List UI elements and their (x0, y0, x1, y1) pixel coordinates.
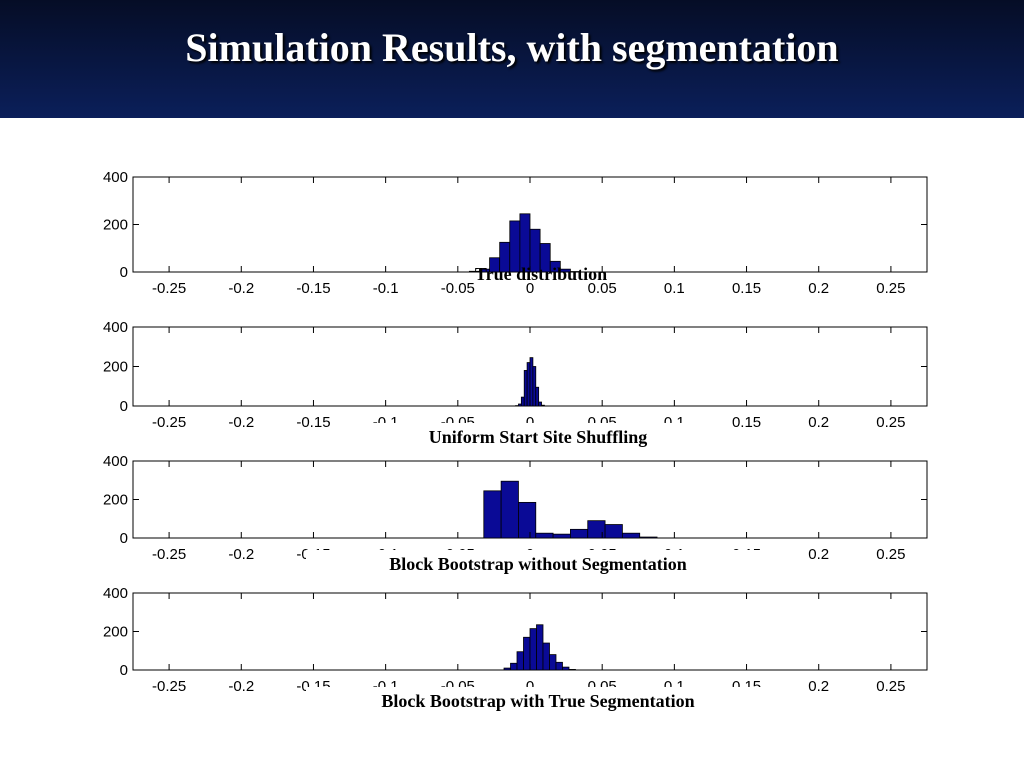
x-tick-label: 0 (526, 678, 534, 695)
y-tick-label: 400 (103, 169, 128, 186)
x-tick-label: 0.2 (808, 678, 829, 695)
y-tick-label: 400 (103, 319, 128, 336)
histogram-bar (552, 533, 571, 539)
histogram-bar (483, 490, 502, 539)
x-tick-label: -0.25 (152, 678, 186, 695)
x-tick-label: -0.2 (228, 280, 254, 297)
histogram-bar (570, 528, 589, 539)
y-tick-label: 400 (103, 585, 128, 602)
x-tick-label: 0.25 (876, 678, 905, 695)
x-tick-label: 0.25 (876, 546, 905, 563)
x-tick-label: 0.2 (808, 414, 829, 431)
x-tick-label: -0.15 (296, 414, 330, 431)
histogram-bar (529, 357, 534, 407)
panel-title: Block Bootstrap with True Segmentation (381, 691, 694, 711)
x-tick-label: 0.1 (664, 280, 685, 297)
x-tick-label: -0.2 (228, 678, 254, 695)
histogram-bar (503, 667, 511, 671)
y-tick-label: 400 (103, 453, 128, 470)
x-tick-label: 0.05 (588, 280, 617, 297)
x-tick-label: 0.2 (808, 280, 829, 297)
x-tick-label: 0.15 (732, 414, 761, 431)
histogram-bar (500, 480, 519, 539)
histogram-bar (549, 260, 561, 273)
histogram-bar (562, 666, 570, 671)
histogram-bar (538, 401, 542, 407)
x-tick-label: -0.2 (228, 546, 254, 563)
histogram-bar (542, 642, 550, 671)
x-tick-label: 0.2 (808, 546, 829, 563)
x-tick-label: 0 (526, 280, 534, 297)
y-tick-label: 0 (120, 264, 128, 281)
slide-title: Simulation Results, with segmentation (185, 25, 839, 70)
histogram-bar (523, 370, 528, 407)
x-tick-label: 0.25 (876, 280, 905, 297)
x-tick-label: 0.25 (876, 414, 905, 431)
histogram-bar (526, 362, 531, 407)
histogram-bar (639, 536, 658, 539)
panel-title: Block Bootstrap without Segmentation (389, 554, 687, 574)
histogram-bar (555, 661, 563, 671)
histogram-bar (529, 628, 537, 671)
histogram-bar (535, 532, 554, 539)
y-tick-label: 200 (103, 492, 128, 509)
histogram-bar (539, 243, 551, 273)
x-tick-label: 0 (526, 414, 534, 431)
histogram-bar (621, 532, 641, 539)
histogram-bar (518, 501, 537, 539)
histogram-bar (518, 403, 522, 407)
y-tick-label: 0 (120, 398, 128, 415)
histogram-bar (520, 396, 525, 407)
y-tick-label: 0 (120, 530, 128, 547)
histogram-bar (604, 524, 623, 539)
title-banner (0, 0, 1024, 118)
title-backing (306, 550, 770, 577)
x-tick-label: -0.05 (441, 280, 475, 297)
histogram-bar (510, 662, 518, 671)
y-tick-label: 200 (103, 359, 128, 376)
title-backing (366, 423, 710, 450)
histogram-bar (549, 654, 557, 671)
y-tick-label: 0 (120, 662, 128, 679)
panel-title: Uniform Start Site Shuffling (429, 427, 648, 447)
x-tick-label: -0.25 (152, 546, 186, 563)
y-tick-label: 200 (103, 217, 128, 234)
x-tick-label: -0.25 (152, 414, 186, 431)
panel-title: True distribution (475, 264, 607, 284)
histogram-panels: -0.25 -0.2 -0.15 -0.1 -0.05 0 0.05 0.1 0.15 0.2 0.… (103, 169, 928, 714)
x-tick-label: 0.15 (732, 280, 761, 297)
histogram-bar (516, 651, 524, 671)
histogram-bar (568, 669, 576, 671)
histogram-bar (541, 404, 545, 407)
x-tick-label: -0.25 (152, 280, 186, 297)
histogram-bar (536, 624, 544, 671)
title-backing (306, 687, 770, 714)
x-tick-label: -0.15 (296, 280, 330, 297)
histogram-bar (535, 386, 540, 407)
histogram-bar (559, 268, 571, 273)
x-tick-label: -0.2 (228, 414, 254, 431)
x-tick-label: -0.1 (373, 280, 399, 297)
y-tick-label: 200 (103, 624, 128, 641)
histogram-bar (532, 366, 537, 407)
histogram-bar (523, 636, 531, 671)
